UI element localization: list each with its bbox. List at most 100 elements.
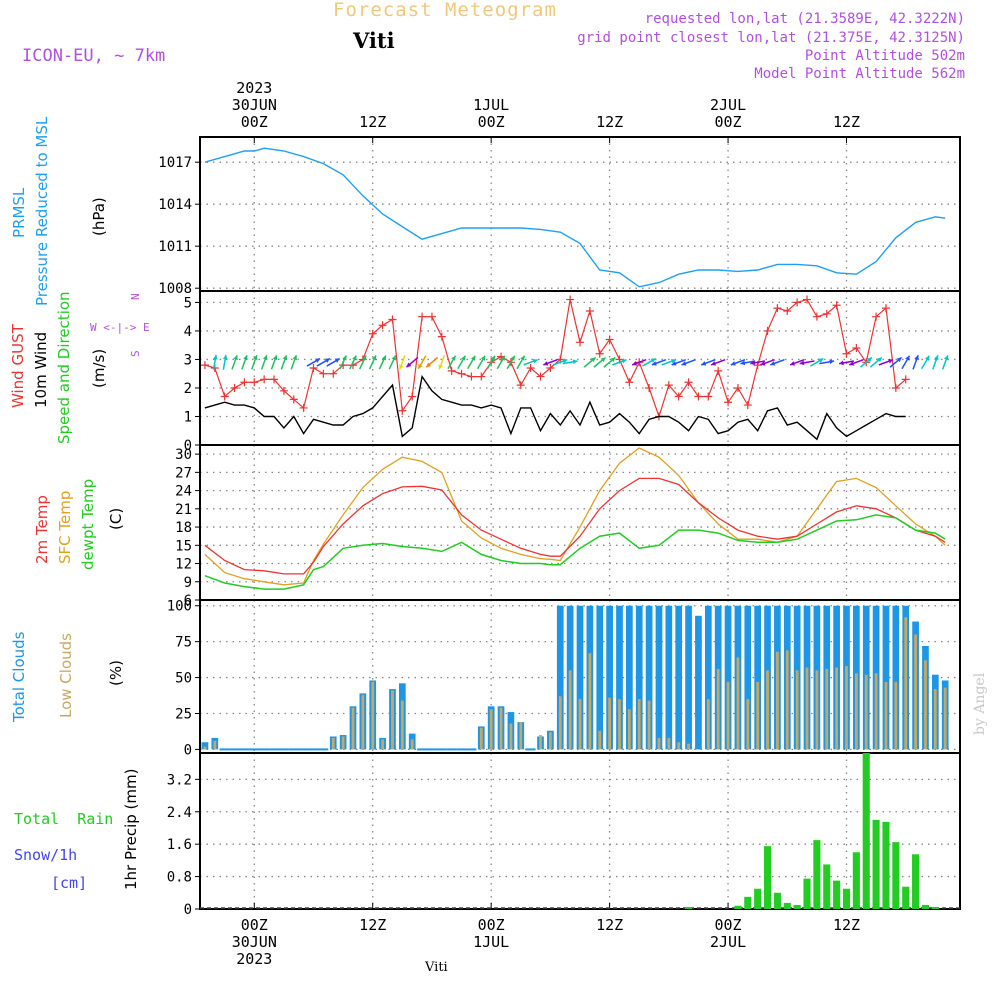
gust-marker	[832, 301, 841, 310]
wind-arrow	[486, 355, 496, 370]
wind-arrow-head	[849, 361, 855, 366]
time-label-bottom: 00Z	[715, 916, 742, 934]
wind-arrow	[701, 359, 716, 366]
gust-marker	[605, 335, 614, 344]
wind-arrow-head	[730, 361, 736, 366]
gust-marker	[418, 312, 427, 321]
dewpt-line	[204, 514, 946, 590]
wind-arrow-head	[572, 359, 578, 365]
snow-unit: [cm]	[51, 874, 87, 892]
wind-arrow-head	[770, 361, 776, 366]
low-cloud-bar	[647, 700, 651, 750]
pressure-label-line1: PRMSL	[10, 187, 28, 238]
total-cloud-bar	[318, 748, 329, 751]
gust-marker	[536, 372, 545, 381]
sfc-temp-label: SFC Temp	[56, 491, 74, 564]
wind-arrow-head	[760, 361, 766, 366]
gust-label: Wind GUST	[9, 323, 27, 408]
total-cloud-bar	[239, 748, 250, 751]
rain-bar	[793, 904, 801, 909]
time-label-bottom: 30JUN	[232, 933, 277, 951]
wind-speed-line	[204, 374, 906, 441]
rain-bar	[685, 906, 693, 909]
wind-arrow	[457, 355, 466, 370]
gust-marker	[230, 383, 239, 392]
total-cloud-bar	[466, 748, 477, 751]
wind-arrow-head	[681, 361, 687, 366]
wind-arrow-head	[470, 355, 476, 361]
total-cloud-bar	[892, 605, 900, 750]
location-title: Viti	[352, 28, 395, 53]
low-cloud-bar	[825, 668, 829, 750]
wind-arrow-head	[562, 358, 568, 364]
rain-bar	[882, 821, 890, 909]
wind-arrow-head	[829, 359, 835, 365]
wind-arrow	[849, 359, 864, 366]
gust-marker	[457, 369, 466, 378]
time-label-top: 1JUL	[473, 96, 509, 114]
wind-arrow-head	[600, 357, 606, 363]
low-cloud-bar	[627, 709, 631, 750]
wind-arrow-head	[451, 355, 456, 361]
gust-marker	[645, 383, 654, 392]
wind-arrow-head	[701, 361, 707, 366]
gust-marker	[842, 349, 851, 358]
wind-arrow-head	[243, 355, 248, 361]
total-cloud-bar	[525, 748, 536, 751]
rain-bar	[833, 880, 841, 909]
wind-arrow-head	[888, 358, 894, 364]
wind-arrow	[789, 359, 805, 366]
y-tick-label: 50	[175, 671, 192, 687]
pressure-line	[204, 147, 946, 288]
wind-arrow	[231, 354, 238, 370]
gust-marker	[566, 295, 575, 304]
low-cloud-bar	[874, 673, 878, 750]
gust-marker	[625, 378, 634, 387]
low-cloud-bar	[864, 674, 868, 750]
time-label-top: 12Z	[833, 113, 860, 131]
wind-arrow-head	[334, 358, 340, 363]
rain-bar	[921, 904, 930, 909]
total-cloud-bar	[685, 605, 692, 750]
total-cloud-bar	[665, 605, 673, 750]
total-cloud-bar	[269, 748, 279, 751]
total-cloud-bar	[695, 615, 702, 750]
total-cloud-bar	[417, 748, 428, 751]
gust-marker	[408, 392, 417, 401]
plot-layer: 1008101110141017012345691215182124273002…	[158, 79, 961, 968]
low-cloud-bar	[341, 736, 345, 750]
wind-direction-label: Speed and Direction	[55, 291, 73, 444]
gust-marker	[388, 315, 397, 324]
gust-marker	[585, 306, 594, 315]
low-cloud-bar	[479, 727, 483, 750]
wind-arrow-head	[233, 355, 238, 361]
wind-arrow	[901, 355, 911, 370]
wind-arrow-head	[839, 360, 844, 366]
gust-marker	[595, 349, 604, 358]
low-clouds-label: Low Clouds	[57, 633, 75, 718]
y-tick-label: 3.2	[167, 772, 192, 788]
wind-arrow	[388, 355, 397, 370]
low-cloud-bar	[845, 666, 848, 750]
rain-bar	[823, 864, 831, 909]
gust-marker	[901, 375, 910, 384]
wind-arrow	[941, 354, 949, 370]
y-tick-label: 24	[175, 484, 192, 500]
wind-arrow	[889, 356, 903, 368]
rain-bar	[803, 878, 811, 909]
wind-arrow	[819, 359, 835, 365]
gust-marker	[872, 312, 881, 321]
gust-marker	[289, 395, 298, 404]
rain-bar	[744, 896, 752, 909]
gust-marker	[704, 392, 713, 401]
gust-marker	[220, 392, 229, 401]
rain-bar	[912, 854, 920, 909]
wind-arrow-head	[934, 355, 939, 361]
gust-marker	[664, 381, 673, 390]
low-cloud-bar	[943, 687, 947, 750]
wind-arrow-head	[292, 355, 298, 361]
wind-arrow	[316, 357, 331, 367]
gust-marker	[714, 366, 723, 375]
gust-marker	[427, 312, 436, 321]
